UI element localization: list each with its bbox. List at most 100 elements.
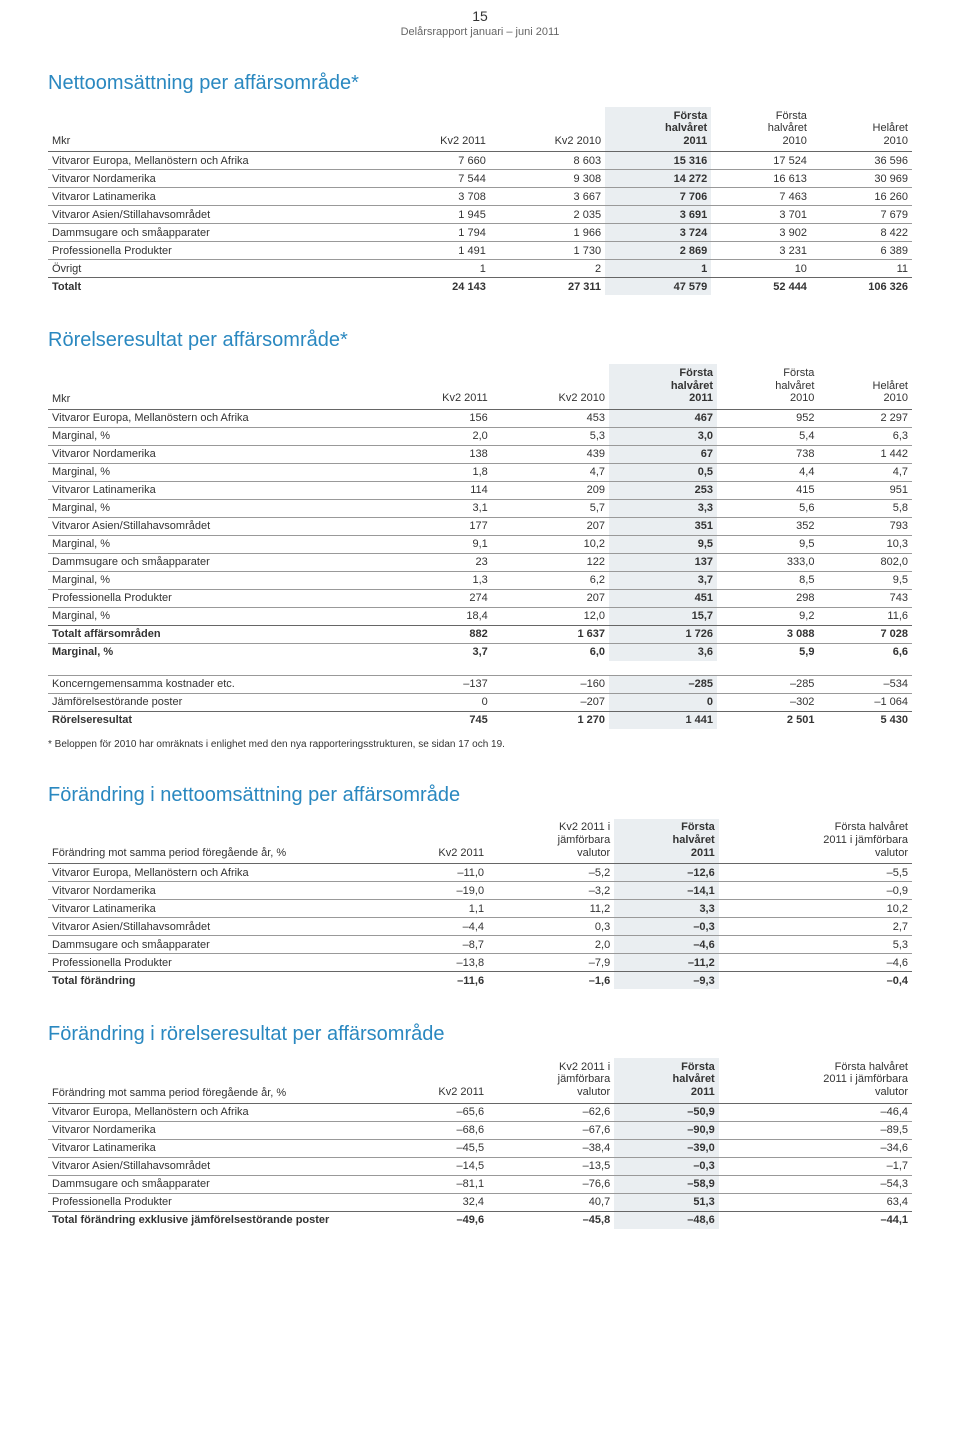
cell-value: 802,0 [818,553,912,571]
cell-value: 30 969 [811,170,912,188]
column-header: Kv2 2011 [376,819,488,864]
cell-value: –285 [717,675,818,693]
cell-value: 7 463 [711,188,811,206]
cell-value: 5,4 [717,427,818,445]
section-title: Nettoomsättning per affärsområde* [48,72,912,95]
cell-value: 7 544 [376,170,490,188]
table-row: Vitvaror Nordamerika138439677381 442 [48,445,912,463]
table-row: Vitvaror Europa, Mellanöstern och Afrika… [48,1103,912,1121]
cell-value: 1,8 [376,463,491,481]
table-row: Vitvaror Europa, Mellanöstern och Afrika… [48,152,912,170]
cell-value: 745 [376,711,491,729]
table-row: Marginal, %1,36,23,78,59,5 [48,571,912,589]
row-label: Marginal, % [48,427,376,445]
cell-value: –0,3 [614,918,719,936]
cell-value: 9,1 [376,535,491,553]
cell-value: 0,3 [488,918,614,936]
cell-value: –14,5 [376,1157,488,1175]
cell-value: 10 [711,260,811,278]
cell-value: –62,6 [488,1103,614,1121]
row-label: Vitvaror Nordamerika [48,882,376,900]
table-row: Vitvaror Asien/Stillahavsområdet17720735… [48,517,912,535]
cell-value: 952 [717,409,818,427]
cell-value: 11,6 [818,607,912,625]
cell-value: 0 [609,693,717,711]
cell-value: 6 389 [811,242,912,260]
cell-value: –137 [376,675,491,693]
column-header: Kv2 2011 [376,107,490,152]
cell-value: –65,6 [376,1103,488,1121]
row-label: Marginal, % [48,571,376,589]
row-label-header: Mkr [48,107,376,152]
row-label: Vitvaror Europa, Mellanöstern och Afrika [48,1103,376,1121]
table-row: Marginal, %2,05,33,05,46,3 [48,427,912,445]
cell-value: 5,7 [492,499,609,517]
table-row: Total förändring exklusive jämförelsestö… [48,1211,912,1229]
cell-value: 0,5 [609,463,717,481]
cell-value: 8 422 [811,224,912,242]
cell-value: –34,6 [719,1139,912,1157]
row-label: Vitvaror Latinamerika [48,1139,376,1157]
table-row: Professionella Produkter274207451298743 [48,589,912,607]
cell-value: 3 701 [711,206,811,224]
cell-value: –44,1 [719,1211,912,1229]
cell-value: –302 [717,693,818,711]
column-header: Förstahalvåret2010 [711,107,811,152]
cell-value: –11,2 [614,954,719,972]
column-header: Helåret2010 [818,364,912,409]
cell-value: 3 902 [711,224,811,242]
cell-value: 12,0 [492,607,609,625]
cell-value: 9,5 [609,535,717,553]
cell-value: –76,6 [488,1175,614,1193]
cell-value: 106 326 [811,278,912,296]
section-title: Förändring i nettoomsättning per affärso… [48,784,912,807]
cell-value: 10,3 [818,535,912,553]
cell-value: 16 260 [811,188,912,206]
cell-value: –4,6 [719,954,912,972]
cell-value: 1 [376,260,490,278]
table-row: Vitvaror Latinamerika1,111,23,310,2 [48,900,912,918]
cell-value: 52 444 [711,278,811,296]
row-label: Totalt affärsområden [48,625,376,643]
cell-value: 6,6 [818,643,912,661]
table-row: Dammsugare och småapparater–8,72,0–4,65,… [48,936,912,954]
cell-value: 9,5 [717,535,818,553]
cell-value: 6,3 [818,427,912,445]
cell-value: –11,6 [376,972,488,990]
row-label: Professionella Produkter [48,589,376,607]
row-label: Vitvaror Europa, Mellanöstern och Afrika [48,864,376,882]
cell-value: 207 [492,517,609,535]
column-header: Förstahalvåret2011 [614,819,719,864]
row-label: Vitvaror Asien/Stillahavsområdet [48,206,376,224]
cell-value: 137 [609,553,717,571]
cell-value: 51,3 [614,1193,719,1211]
cell-value: 24 143 [376,278,490,296]
cell-value: 2 297 [818,409,912,427]
cell-value: 4,4 [717,463,818,481]
cell-value: 3,1 [376,499,491,517]
cell-value: 177 [376,517,491,535]
cell-value: 14 272 [605,170,711,188]
cell-value: –285 [609,675,717,693]
row-label: Total förändring exklusive jämförelsestö… [48,1211,376,1229]
column-header: Förstahalvåret2011 [614,1058,719,1103]
cell-value: 738 [717,445,818,463]
table-row: Dammsugare och småapparater–81,1–76,6–58… [48,1175,912,1193]
cell-value: –4,6 [614,936,719,954]
cell-value: 5,9 [717,643,818,661]
cell-value: 18,4 [376,607,491,625]
cell-value: 7 679 [811,206,912,224]
table-row: Rörelseresultat7451 2701 4412 5015 430 [48,711,912,729]
row-label: Professionella Produkter [48,1193,376,1211]
cell-value: 2,0 [488,936,614,954]
section-title: Förändring i rörelseresultat per affärso… [48,1023,912,1046]
cell-value: 23 [376,553,491,571]
table-row: Marginal, %3,76,03,65,96,6 [48,643,912,661]
row-label: Jämförelsestörande poster [48,693,376,711]
cell-value: 138 [376,445,491,463]
cell-value: 253 [609,481,717,499]
financial-table: MkrKv2 2011Kv2 2010Förstahalvåret2011För… [48,364,912,728]
cell-value: 9,2 [717,607,818,625]
cell-value: 8,5 [717,571,818,589]
row-label: Vitvaror Nordamerika [48,445,376,463]
